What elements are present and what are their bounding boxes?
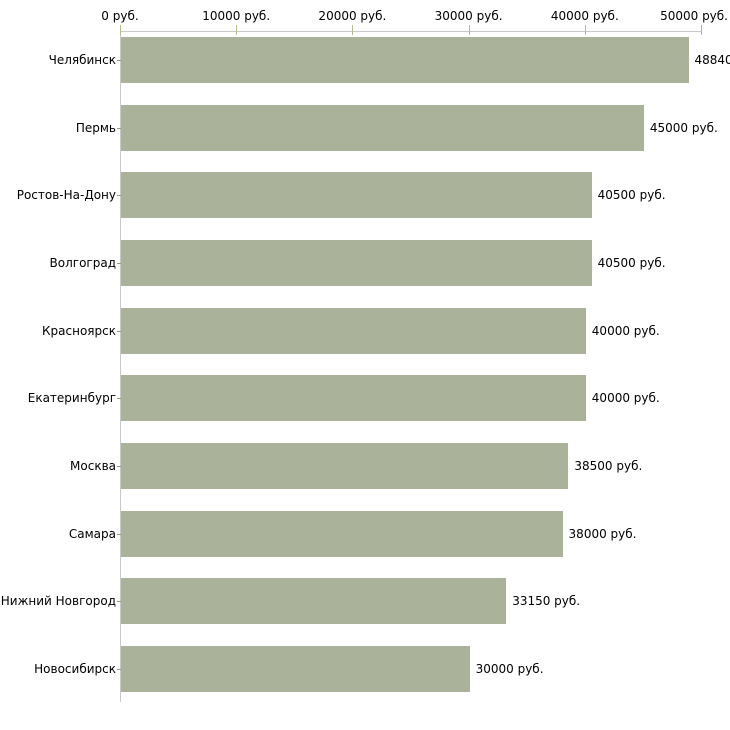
y-axis-tick xyxy=(117,533,124,535)
y-axis-tick xyxy=(117,398,124,400)
x-axis-tick xyxy=(701,25,702,35)
category-label: Красноярск xyxy=(42,323,116,338)
y-axis-tick xyxy=(117,127,124,129)
bar xyxy=(121,645,470,692)
bar xyxy=(121,578,507,625)
y-axis-tick xyxy=(117,195,124,197)
y-axis-tick xyxy=(117,330,124,332)
x-axis-tick-label: 30000 руб. xyxy=(434,9,503,23)
x-axis-tick-label: 10000 руб. xyxy=(202,9,271,23)
x-axis-tick-label: 50000 руб. xyxy=(660,9,728,23)
value-label: 48840 xyxy=(694,53,730,67)
y-axis-tick xyxy=(117,668,124,670)
category-label: Челябинск xyxy=(48,53,116,67)
y-axis-tick xyxy=(117,60,124,61)
value-label: 40500 руб. xyxy=(597,255,666,270)
category-label: Пермь xyxy=(75,120,116,135)
value-label: 40500 руб. xyxy=(597,188,666,203)
x-axis-tick xyxy=(468,25,470,35)
bar xyxy=(121,104,644,151)
bar xyxy=(121,375,586,422)
category-label: Нижний Новгород xyxy=(0,594,116,609)
category-label: Самара xyxy=(68,526,116,541)
value-label: 38500 руб. xyxy=(574,458,643,473)
value-label: 40000 руб. xyxy=(591,391,660,406)
value-label: 45000 руб. xyxy=(649,120,718,135)
bar xyxy=(121,239,592,286)
x-axis-tick xyxy=(236,25,238,35)
bar xyxy=(121,510,563,557)
x-axis-tick xyxy=(352,25,354,35)
y-axis-tick xyxy=(117,465,124,467)
bar xyxy=(121,307,586,354)
category-label: Ростов-На-Дону xyxy=(16,188,116,203)
value-label: 38000 руб. xyxy=(568,526,637,541)
category-label: Волгоград xyxy=(49,255,116,270)
category-label: Екатеринбург xyxy=(27,391,116,406)
bar xyxy=(121,172,592,219)
value-label: 40000 руб. xyxy=(591,323,660,338)
category-label: Новосибирск xyxy=(34,661,116,676)
x-axis-tick-label: 40000 руб. xyxy=(550,9,619,23)
y-axis-tick xyxy=(117,262,124,264)
value-label: 30000 руб. xyxy=(475,661,544,676)
category-label: Москва xyxy=(70,458,116,473)
bar xyxy=(121,37,689,83)
x-axis-tick-label: 0 руб. xyxy=(101,9,139,23)
x-axis-tick xyxy=(120,25,121,35)
value-label: 33150 руб. xyxy=(512,594,581,609)
x-axis-tick-label: 20000 руб. xyxy=(318,9,387,23)
x-axis-tick xyxy=(584,25,586,35)
x-axis-line xyxy=(120,31,701,32)
y-axis-tick xyxy=(117,601,124,603)
y-axis-line xyxy=(120,31,121,702)
bar xyxy=(121,442,569,489)
